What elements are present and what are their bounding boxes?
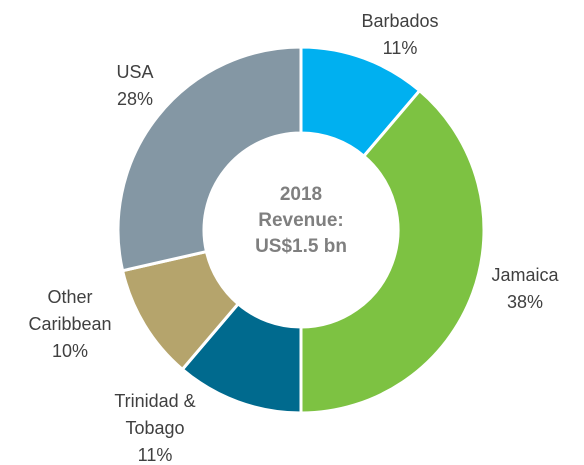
slice-label: Other Caribbean 10% (20, 284, 120, 365)
slice (299, 88, 486, 415)
category-label: Other Caribbean (28, 287, 112, 334)
value-label: 38% (506, 292, 544, 312)
value-label: 11% (137, 445, 173, 465)
category-label: Trinidad & Tobago (114, 391, 196, 438)
center-text: US$1.5 bn (255, 236, 347, 257)
category-label: Barbados (361, 11, 439, 31)
center-label: 2018 Revenue: US$1.5 bn (221, 182, 381, 260)
value-label: 10% (51, 341, 89, 361)
slice-label: Trinidad & Tobago 11% (100, 388, 210, 465)
slice (116, 45, 303, 273)
center-text: Revenue: (258, 210, 344, 231)
slice-label: Jamaica 38% (465, 262, 584, 316)
category-label: Jamaica (491, 265, 559, 285)
slice-label: Barbados 11% (340, 8, 460, 62)
center-text: 2018 (279, 184, 323, 205)
value-label: 11% (382, 38, 418, 58)
slice-label: USA 28% (85, 59, 185, 113)
category-label: USA (116, 62, 154, 82)
value-label: 28% (116, 89, 154, 109)
